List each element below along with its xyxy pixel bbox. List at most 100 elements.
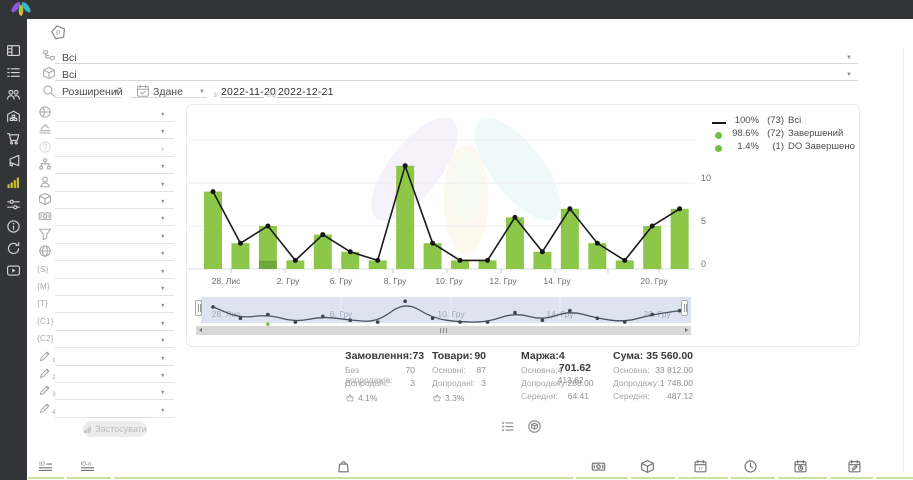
chevron-down-icon[interactable]: ▼ (199, 89, 205, 95)
stat-title: Замовлення: (345, 350, 413, 362)
stat-title: Товари: (432, 350, 473, 362)
filter-select-row-14[interactable]: ▼ (55, 351, 174, 365)
date-from-input[interactable]: 2022-11-20 (221, 86, 276, 98)
navigator-handle-left[interactable] (195, 300, 202, 316)
filter-select-row-5[interactable]: ▼ (55, 194, 174, 208)
chevron-down-icon: ▼ (160, 408, 166, 414)
app-logo[interactable] (8, 1, 34, 17)
sidebar-item-marketing[interactable] (6, 153, 21, 168)
chevron-down-icon: ▼ (160, 373, 166, 379)
column-id-list-icon[interactable]: ID (38, 459, 53, 474)
chevron-down-icon[interactable]: ▼ (846, 72, 852, 78)
chevron-down-icon: ▼ (160, 303, 166, 309)
scrollbar-right-arrow-icon[interactable] (685, 328, 688, 332)
chevron-down-icon[interactable]: ▼ (114, 89, 120, 95)
chevron-down-icon: ▼ (160, 216, 166, 222)
sidebar-item-cart[interactable] (6, 131, 21, 146)
chevron-down-icon: ▼ (160, 286, 166, 292)
svg-text:10. Гру: 10. Гру (435, 276, 463, 286)
tag-t-icon: {T} (37, 299, 49, 308)
chevron-down-icon: ▼ (160, 269, 166, 275)
chevron-down-icon: ▼ (160, 338, 166, 344)
filter-select-row-12[interactable]: ▼ (55, 316, 174, 330)
filter-select-row-6[interactable]: ▼ (55, 211, 174, 225)
product-icon (42, 66, 56, 80)
column-clock-icon[interactable] (743, 459, 758, 474)
navigator-handle-right[interactable] (681, 300, 688, 316)
chevron-down-icon: ▼ (160, 112, 166, 118)
upsell-percent: 3.3% (445, 392, 465, 403)
legend-item-2[interactable]: 1.4% (1) DO Завершено (711, 140, 855, 153)
date-to-label: по (267, 89, 277, 99)
search-icon (42, 84, 56, 98)
filter-select-row-16[interactable]: ▼ (55, 385, 174, 399)
chevron-down-icon[interactable]: ▼ (846, 55, 852, 61)
tag-c2-icon: {C2} (37, 334, 54, 343)
sidebar-item-refresh[interactable] (6, 241, 21, 256)
date-to-input[interactable]: 2022-12-21 (278, 86, 334, 98)
filter-select-row-17[interactable]: ▼ (55, 403, 174, 417)
pencil-icon-sub: 1 (52, 357, 56, 364)
chevron-down-icon: ▼ (160, 251, 166, 257)
table-row-top-border (28, 477, 64, 479)
filter-select-row-10[interactable]: ▼ (55, 281, 174, 295)
filter-select-row-4[interactable]: ▼ (55, 177, 174, 191)
filter-select-row-2[interactable]: ▼ (55, 142, 174, 156)
svg-text:20. Гру: 20. Гру (640, 276, 668, 286)
chevron-down-icon: ▼ (160, 321, 166, 327)
chevron-down-icon: ▼ (160, 234, 166, 240)
apply-button[interactable]: Застосувати (83, 421, 147, 437)
orders-chart-plot[interactable]: 0 5 10 28. Лис 2. Гру 6. Гру 8. Гру 10. Гру 12. … (187, 105, 857, 349)
pencil-icon (38, 366, 52, 380)
list-view-icon[interactable] (500, 419, 515, 434)
filter-select-row-3[interactable]: ▼ (55, 159, 174, 173)
filter-select-row-7[interactable]: ▼ (55, 229, 174, 243)
pencil-icon-sub: 4 (52, 409, 56, 416)
filter-select-row-13[interactable]: ▼ (55, 333, 174, 347)
svg-text:0: 0 (701, 259, 706, 269)
filter-select-row-1[interactable]: ▼ (55, 124, 174, 138)
column-calendar-clock-icon[interactable] (793, 459, 808, 474)
table-row-top-border (576, 477, 628, 479)
filter-select-row-8[interactable]: ▼ (55, 246, 174, 260)
date-type-dropdown[interactable]: Здане (153, 86, 183, 98)
column-calendar-edit-icon[interactable] (847, 459, 862, 474)
search-mode-dropdown[interactable]: Розширений (62, 86, 123, 98)
filter-select-row-15[interactable]: ▼ (55, 368, 174, 382)
filter-select-row-0[interactable]: ▼ (55, 107, 174, 121)
column-package-icon[interactable] (640, 459, 655, 474)
upsell-percent: 4.1% (358, 392, 378, 403)
right-divider (903, 48, 904, 472)
project-badge-icon[interactable]: P (50, 24, 67, 41)
svg-text:28. Лис: 28. Лис (212, 309, 242, 319)
table-row-top-border (830, 477, 873, 479)
svg-text:28. Лис: 28. Лис (212, 276, 242, 286)
sidebar-item-statistics[interactable] (6, 175, 21, 190)
filter-select-row-9[interactable]: ▼ (55, 264, 174, 278)
legend-item-0[interactable]: 100% (73) Всі (711, 114, 855, 127)
sidebar-item-dashboard[interactable] (6, 43, 21, 58)
chevron-down-icon: ▼ (160, 129, 166, 135)
filter-select-0[interactable]: Всі (62, 52, 77, 64)
column-calendar-icon[interactable]: 17 (693, 459, 708, 474)
column-banknote-icon[interactable] (591, 459, 606, 474)
filter-select-row-11[interactable]: ▼ (55, 298, 174, 312)
sidebar-item-orders-list[interactable] (6, 65, 21, 80)
column-bag-icon[interactable] (336, 459, 351, 474)
sidebar-item-info[interactable] (6, 219, 21, 234)
sidebar-item-warehouse[interactable] (6, 109, 21, 124)
package-circle-icon[interactable] (527, 419, 542, 434)
sidebar-item-settings-sliders[interactable] (6, 197, 21, 212)
filter-select-1[interactable]: Всі (62, 69, 77, 81)
chart-scrollbar[interactable] (196, 326, 691, 335)
chart-card: 0 5 10 28. Лис 2. Гру 6. Гру 8. Гру 10. Гру 12. … (186, 104, 860, 347)
table-row-top-border (114, 477, 573, 479)
column-id-o-icon[interactable]: ID-o (80, 459, 95, 474)
svg-text:14. Гру: 14. Гру (543, 276, 571, 286)
scrollbar-left-arrow-icon[interactable] (199, 328, 202, 332)
sidebar-item-video[interactable] (6, 263, 21, 278)
sidebar-item-customers[interactable] (6, 87, 21, 102)
hierarchy-icon (38, 157, 52, 171)
legend-item-1[interactable]: 98.6% (72) Завершений (711, 127, 855, 140)
